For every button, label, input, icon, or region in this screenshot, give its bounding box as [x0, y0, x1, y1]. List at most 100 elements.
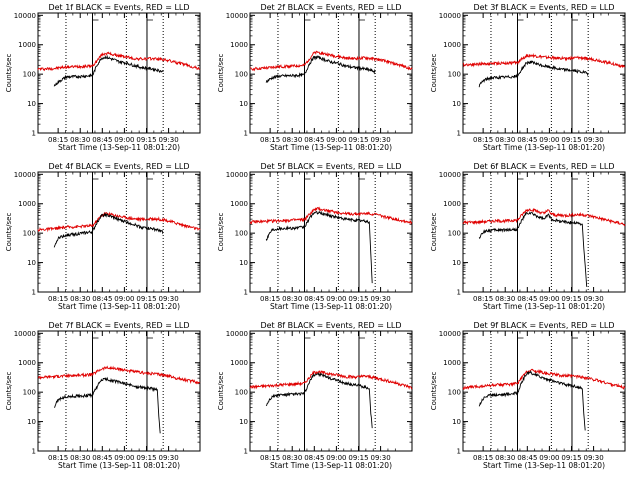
y-tick-label: 10000	[439, 171, 461, 179]
y-axis-label: Counts/sec	[217, 213, 225, 252]
x-tick-label: 09:00	[326, 136, 346, 144]
x-tick-label: 08:30	[70, 295, 90, 303]
events-series-line	[478, 370, 586, 431]
detector-panel: Det 7f BLACK = Events, RED = LLD 1 10 100 10…	[5, 321, 201, 470]
y-axis-label: Counts/sec	[430, 213, 438, 252]
events-series-line	[265, 371, 373, 429]
y-tick-label: 1000	[230, 359, 248, 367]
x-tick-label: 09:00	[114, 454, 134, 462]
x-tick-label: 08:15	[48, 136, 68, 144]
y-tick-label: 10	[27, 100, 36, 108]
detector-panel: Det 5f BLACK = Events, RED = LLD 1 10 100 10…	[217, 162, 413, 311]
marker-bracket	[304, 332, 311, 339]
x-tick-label: 08:15	[260, 136, 280, 144]
marker-bracket	[517, 173, 524, 180]
x-tick-label: 08:30	[282, 295, 302, 303]
y-tick-label: 10000	[14, 330, 36, 338]
lld-series-line	[249, 206, 413, 225]
x-tick-label: 08:45	[92, 136, 112, 144]
y-tick-label: 10000	[439, 12, 461, 20]
panel-title: Det 4f BLACK = Events, RED = LLD	[48, 162, 189, 171]
y-tick-label: 10000	[226, 330, 248, 338]
x-tick-label: 09:15	[348, 295, 368, 303]
y-tick-label: 10000	[14, 171, 36, 179]
y-tick-label: 10000	[226, 12, 248, 20]
y-tick-label: 1000	[230, 41, 248, 49]
x-tick-label: 08:45	[92, 295, 112, 303]
x-tick-label: 08:45	[304, 454, 324, 462]
x-axis-label: Start Time (13-Sep-11 08:01:20)	[58, 302, 180, 311]
y-tick-label: 1000	[230, 200, 248, 208]
x-tick-label: 08:30	[282, 454, 302, 462]
x-tick-label: 09:30	[370, 454, 390, 462]
y-tick-label: 1	[244, 448, 248, 456]
panel-title: Det 2f BLACK = Events, RED = LLD	[260, 3, 401, 12]
plot-frame	[249, 171, 413, 293]
plot-frame	[249, 330, 413, 452]
lld-series-line	[462, 207, 626, 227]
y-tick-label: 100	[448, 230, 461, 238]
x-axis-label: Start Time (13-Sep-11 08:01:20)	[58, 461, 180, 470]
y-tick-label: 1	[32, 130, 36, 138]
marker-bracket	[571, 14, 578, 21]
y-tick-label: 10	[27, 259, 36, 267]
x-tick-label: 09:00	[326, 295, 346, 303]
x-tick-label: 08:30	[282, 136, 302, 144]
lld-series-line	[37, 51, 201, 72]
y-tick-label: 10	[452, 100, 461, 108]
detector-panel: Det 2f BLACK = Events, RED = LLD 1 10 100 10…	[217, 3, 413, 152]
detector-panel: Det 6f BLACK = Events, RED = LLD 1 10 100 10…	[430, 162, 626, 311]
x-axis-label: Start Time (13-Sep-11 08:01:20)	[270, 461, 392, 470]
y-tick-label: 1	[457, 448, 461, 456]
y-axis-label: Counts/sec	[430, 372, 438, 411]
x-tick-label: 08:45	[517, 136, 537, 144]
plot-frame	[37, 12, 201, 134]
detector-panel: Det 8f BLACK = Events, RED = LLD 1 10 100 10…	[217, 321, 413, 470]
x-tick-label: 08:15	[48, 295, 68, 303]
marker-bracket	[358, 332, 365, 339]
x-tick-label: 08:15	[473, 136, 493, 144]
x-tick-label: 09:00	[114, 295, 134, 303]
y-tick-label: 1000	[18, 41, 36, 49]
marker-bracket	[571, 173, 578, 180]
x-tick-label: 09:15	[561, 295, 581, 303]
y-tick-label: 100	[448, 71, 461, 79]
y-axis-label: Counts/sec	[5, 372, 13, 411]
x-axis-label: Start Time (13-Sep-11 08:01:20)	[270, 143, 392, 152]
x-tick-label: 09:30	[370, 136, 390, 144]
y-tick-label: 1000	[443, 41, 461, 49]
x-tick-label: 09:30	[158, 454, 178, 462]
x-tick-label: 08:45	[92, 454, 112, 462]
y-tick-label: 100	[23, 230, 36, 238]
x-tick-label: 08:45	[304, 136, 324, 144]
y-tick-label: 1000	[18, 359, 36, 367]
plot-frame	[37, 330, 201, 452]
events-series-line	[54, 376, 161, 434]
y-tick-label: 100	[235, 230, 248, 238]
y-tick-label: 10000	[226, 171, 248, 179]
x-tick-label: 08:45	[304, 295, 324, 303]
panel-title: Det 3f BLACK = Events, RED = LLD	[473, 3, 614, 12]
panel-title: Det 1f BLACK = Events, RED = LLD	[48, 3, 189, 12]
x-tick-label: 09:15	[561, 136, 581, 144]
y-tick-label: 10	[239, 259, 248, 267]
y-tick-label: 100	[235, 71, 248, 79]
plot-frame	[462, 330, 626, 452]
x-axis-label: Start Time (13-Sep-11 08:01:20)	[483, 143, 605, 152]
y-tick-label: 1000	[18, 200, 36, 208]
events-series-line	[265, 55, 376, 84]
x-tick-label: 09:15	[136, 295, 156, 303]
marker-bracket	[358, 14, 365, 21]
y-axis-label: Counts/sec	[5, 213, 13, 252]
lld-series-line	[37, 211, 201, 233]
panel-title: Det 5f BLACK = Events, RED = LLD	[260, 162, 401, 171]
y-axis-label: Counts/sec	[430, 54, 438, 93]
plot-frame	[462, 12, 626, 134]
x-tick-label: 08:30	[495, 454, 515, 462]
y-tick-label: 10000	[439, 330, 461, 338]
y-tick-label: 1	[244, 289, 248, 297]
x-tick-label: 08:45	[517, 454, 537, 462]
x-tick-label: 09:00	[114, 136, 134, 144]
x-axis-label: Start Time (13-Sep-11 08:01:20)	[483, 302, 605, 311]
x-tick-label: 08:15	[473, 295, 493, 303]
